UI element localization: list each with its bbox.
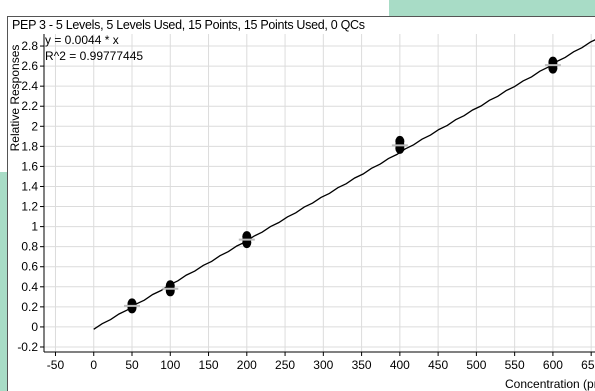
axes xyxy=(40,34,595,356)
x-tick-label: 300 xyxy=(313,358,333,372)
fit-line-group xyxy=(93,39,595,330)
y-axis-label: Relative Responses xyxy=(8,45,22,152)
data-point xyxy=(395,135,405,147)
x-tick-label: 100 xyxy=(160,358,180,372)
y-tick-label: 0.4 xyxy=(21,280,38,294)
y-tick-label: 1.6 xyxy=(21,159,38,173)
chart-title: PEP 3 - 5 Levels, 5 Levels Used, 15 Poin… xyxy=(12,18,365,32)
y-tick-label: 1.8 xyxy=(21,139,38,153)
y-tick-label: 0.8 xyxy=(21,240,38,254)
y-tick-label: 2.6 xyxy=(21,59,38,73)
y-tick-label: 2.8 xyxy=(21,39,38,53)
fit-equation: y = 0.0044 * x xyxy=(45,33,119,47)
y-tick-label: -0.2 xyxy=(17,340,38,354)
grid-lines xyxy=(44,34,595,352)
fit-line xyxy=(93,39,595,330)
x-tick-label: 50 xyxy=(125,358,139,372)
y-tick-label: 2.4 xyxy=(21,79,38,93)
x-tick-label: 400 xyxy=(390,358,410,372)
level-mean-markers xyxy=(124,64,561,307)
y-tick-label: 1 xyxy=(31,220,38,234)
data-point xyxy=(127,298,137,310)
x-tick-label: 250 xyxy=(275,358,295,372)
y-tick-label: 1.2 xyxy=(21,200,38,214)
x-tick-label: 350 xyxy=(352,358,372,372)
background-window-strip-top xyxy=(389,0,595,16)
y-tick-label: 2 xyxy=(31,119,38,133)
x-tick-label: 550 xyxy=(505,358,525,372)
x-tick-label: 200 xyxy=(237,358,257,372)
y-tick-label: 1.4 xyxy=(21,179,38,193)
tick-labels: -50 0 50 100 150 200 250 300 350 400 450 500 550 600 6… xyxy=(17,39,595,372)
y-tick-label: 0.6 xyxy=(21,260,38,274)
x-tick-label: -50 xyxy=(47,358,65,372)
fit-r-squared: R^2 = 0.99777445 xyxy=(45,49,143,63)
x-axis-label: Concentration (pmol xyxy=(505,377,595,391)
x-tick-label: 0 xyxy=(90,358,97,372)
y-tick-label: 2.2 xyxy=(21,99,38,113)
x-tick-label: 500 xyxy=(466,358,486,372)
x-tick-label: 600 xyxy=(543,358,563,372)
y-tick-label: 0 xyxy=(31,320,38,334)
x-tick-label: 650 xyxy=(581,358,595,372)
x-tick-label: 150 xyxy=(199,358,219,372)
background-window-strip-left xyxy=(0,172,7,391)
chart-window xyxy=(7,16,595,391)
x-tick-label: 450 xyxy=(428,358,448,372)
y-tick-label: 0.2 xyxy=(21,300,38,314)
